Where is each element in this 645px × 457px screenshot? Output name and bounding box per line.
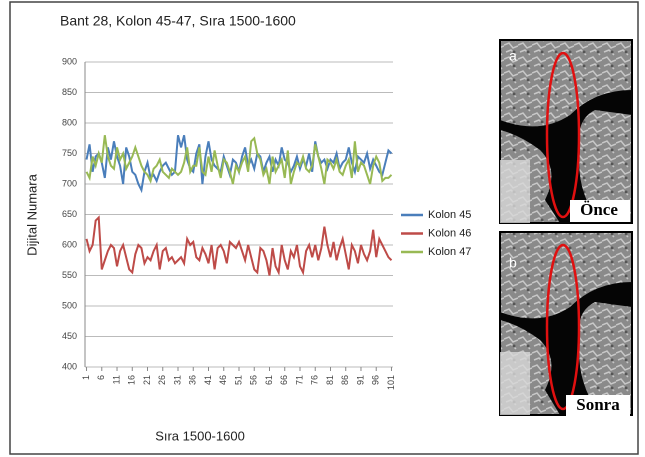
photo-after	[499, 231, 633, 416]
image-caption: Önce	[580, 200, 618, 219]
series-line	[85, 215, 393, 276]
x-tick-label: 76	[310, 375, 320, 385]
y-tick-label: 900	[62, 56, 77, 66]
y-tick-label: 450	[62, 331, 77, 341]
y-tick-label: 800	[62, 117, 77, 127]
x-tick-label: 11	[111, 375, 121, 384]
image-caption: Sonra	[576, 395, 620, 414]
x-tick-label: 96	[371, 375, 381, 385]
y-tick-label: 700	[62, 178, 77, 188]
y-tick-label: 400	[62, 361, 77, 371]
x-tick-label: 61	[264, 375, 274, 385]
legend-label: Kolon 45	[428, 209, 471, 221]
x-tick-label: 21	[142, 375, 152, 385]
chart-title: Bant 28, Kolon 45-47, Sıra 1500-1600	[60, 13, 296, 29]
x-tick-label: 71	[294, 375, 304, 385]
x-tick-label: 26	[157, 375, 167, 385]
y-tick-label: 750	[62, 148, 77, 158]
caption-box	[570, 200, 630, 222]
x-axis-label: Sıra 1500-1600	[155, 428, 245, 443]
image-letter: a	[509, 48, 517, 64]
y-axis-label: Dijital Numara	[24, 173, 39, 255]
x-tick-label: 41	[203, 375, 213, 385]
y-tick-label: 850	[62, 87, 77, 97]
x-tick-label: 101	[386, 375, 396, 390]
x-tick-label: 1	[81, 375, 91, 380]
y-tick-label: 650	[62, 209, 77, 219]
x-tick-label: 31	[172, 375, 182, 385]
x-tick-label: 51	[233, 375, 243, 385]
y-tick-label: 600	[62, 239, 77, 249]
y-tick-label: 500	[62, 300, 77, 310]
image-letter: b	[509, 255, 517, 271]
caption-box	[566, 395, 630, 417]
x-tick-label: 81	[325, 375, 335, 385]
legend-label: Kolon 47	[428, 246, 471, 258]
x-tick-label: 16	[127, 375, 137, 385]
series-line	[85, 135, 393, 185]
y-tick-label: 550	[62, 270, 77, 280]
x-tick-label: 56	[249, 375, 259, 385]
x-tick-label: 36	[188, 375, 198, 385]
legend-label: Kolon 46	[428, 227, 471, 239]
x-tick-label: 86	[340, 375, 350, 385]
photo-before	[499, 39, 633, 224]
x-tick-label: 46	[218, 375, 228, 385]
x-tick-label: 6	[96, 375, 106, 380]
x-tick-label: 91	[355, 375, 365, 385]
x-tick-label: 66	[279, 375, 289, 385]
